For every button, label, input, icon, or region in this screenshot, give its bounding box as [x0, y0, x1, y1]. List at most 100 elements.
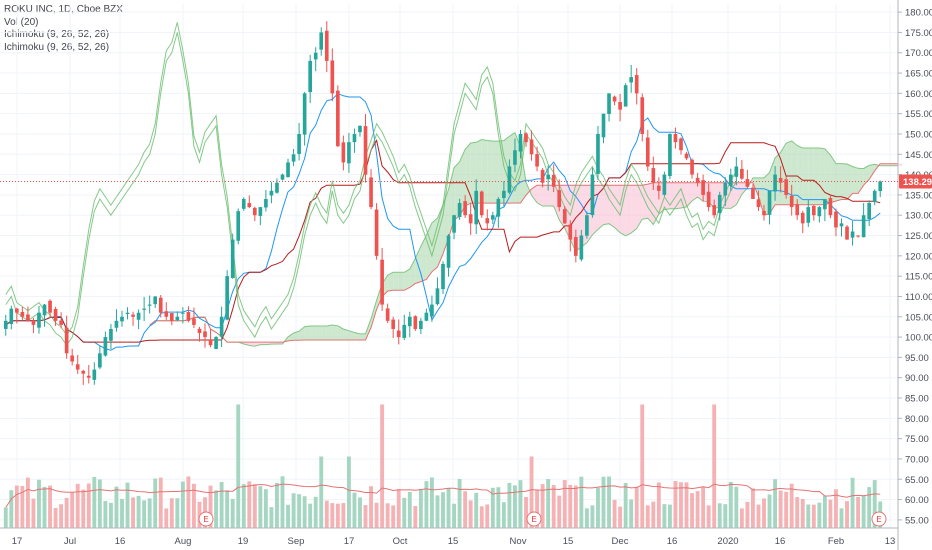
candle-body	[286, 162, 290, 178]
candle-body	[723, 182, 728, 196]
x-tick-label: 15	[563, 536, 574, 547]
legend-symbol[interactable]: ROKU INC, 1D, Cboe BZX	[4, 4, 123, 15]
candle-body	[98, 353, 102, 368]
volume-bar	[241, 484, 246, 528]
candle-body	[612, 96, 617, 102]
cloud-segment	[409, 258, 416, 288]
candle-body	[252, 207, 257, 216]
candle-body	[363, 126, 368, 175]
volume-bar	[756, 504, 761, 528]
candle-body	[391, 319, 396, 329]
candle-body	[540, 169, 545, 183]
candle-body	[684, 153, 689, 159]
volume-bar	[679, 482, 683, 528]
candle-body	[192, 318, 196, 325]
volume-bar	[308, 503, 313, 528]
candle-body	[728, 174, 733, 186]
volume-bar	[529, 456, 534, 528]
volume-bar	[546, 479, 551, 528]
legend-vol[interactable]: Vol (20)	[4, 16, 39, 28]
candle-body	[103, 337, 108, 356]
earnings-marker-circle	[526, 511, 542, 527]
candle-body	[867, 203, 871, 220]
volume-bar	[81, 489, 86, 528]
volume-bar	[302, 496, 307, 528]
volume-bar	[463, 491, 468, 528]
volume-bar	[92, 477, 97, 528]
legend-ichimoku-1[interactable]: Ichimoku (9, 26, 52, 26)	[4, 29, 110, 40]
earnings-marker-label: E	[203, 515, 208, 524]
conversion-line	[5, 93, 881, 351]
volume-bar	[391, 505, 396, 528]
cloud-segment	[775, 152, 781, 205]
volume-bar	[496, 487, 501, 528]
volume-bar	[3, 507, 8, 528]
volume-bar	[540, 484, 545, 528]
legend-ichimoku-2[interactable]: Ichimoku (9, 26, 52, 26)	[4, 41, 110, 53]
candle-body	[407, 316, 412, 327]
cloud-segment	[321, 326, 327, 340]
candle-body	[236, 211, 241, 241]
cloud-segment	[869, 164, 875, 180]
volume-bar	[784, 491, 789, 528]
candle-body	[186, 312, 191, 321]
earnings-marker-circle	[871, 511, 887, 527]
candle-body	[745, 179, 750, 187]
cloud-segment	[841, 163, 848, 200]
volume-bar	[252, 484, 257, 528]
time-axis: 17 Jul 16 Aug 19 Sep 17 Oct 15 Nov 15 Dec 16 2020 16 Fe…	[0, 527, 898, 547]
volume-bar	[513, 485, 517, 528]
candle-body	[291, 154, 296, 162]
cloud-segment	[797, 145, 803, 205]
candle-body	[203, 331, 207, 338]
candle-body	[219, 316, 224, 337]
volume-bar	[795, 497, 800, 528]
candle-body	[513, 150, 517, 165]
cloud-segment	[813, 147, 820, 205]
candle-body	[92, 369, 97, 380]
volume-bar	[590, 505, 595, 528]
candle-body	[850, 231, 855, 238]
volume-bar	[446, 487, 451, 528]
candle-body	[701, 180, 705, 195]
candle-body	[679, 138, 683, 151]
candle-body	[551, 175, 556, 187]
volume-bar	[380, 404, 385, 528]
volume-bar	[352, 492, 357, 528]
x-tick-label: 17	[12, 536, 23, 547]
y-tick-label: 180.00	[905, 8, 932, 19]
candle-body	[302, 93, 307, 135]
cloud-segment	[420, 235, 427, 282]
y-tick-label: 115.00	[905, 272, 932, 283]
earnings-marker[interactable]: E	[198, 511, 214, 527]
candle-body	[153, 296, 158, 305]
earnings-marker[interactable]: E	[526, 511, 542, 527]
cloud-segment	[597, 185, 604, 230]
volume-bar	[535, 489, 540, 528]
volume-bar	[429, 477, 434, 528]
earnings-marker[interactable]: E	[871, 511, 887, 527]
volume-bar	[861, 495, 866, 528]
volume-bar	[452, 503, 457, 528]
candle-body	[374, 209, 379, 256]
x-tick-label: 13	[885, 536, 896, 547]
volume-bar	[573, 485, 578, 528]
volume-bar	[335, 503, 340, 528]
volume-bar	[418, 488, 423, 528]
volume-bar	[834, 489, 838, 528]
candle-body	[435, 288, 440, 305]
volume-bar	[728, 481, 733, 528]
volume-bar	[230, 498, 235, 528]
candle-body	[717, 194, 722, 213]
volume-bar	[147, 498, 152, 528]
volume-bar	[457, 478, 462, 528]
candle-body	[120, 316, 124, 322]
candle-body	[358, 125, 362, 133]
candle-body	[861, 215, 866, 238]
y-tick-label: 80.00	[905, 414, 929, 425]
candle-body	[352, 133, 357, 143]
volume-bar	[828, 499, 833, 528]
volume-bar	[712, 404, 717, 528]
volume-bar	[396, 489, 401, 528]
